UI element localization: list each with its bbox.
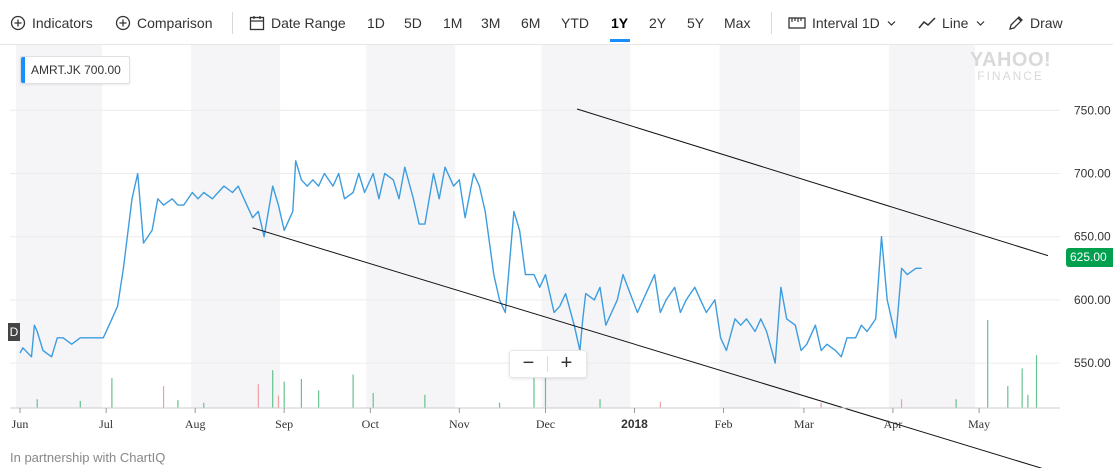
range-button-6m[interactable]: 6M <box>521 15 541 31</box>
y-axis-label: 700.00 <box>1074 166 1111 180</box>
price-series-line <box>19 160 922 364</box>
zoom-divider <box>547 356 548 372</box>
range-button-1m[interactable]: 1M <box>443 15 463 31</box>
chart-toolbar: Indicators Comparison Date Range 1D 5D 1M 3… <box>0 0 1113 45</box>
ruler-icon <box>788 17 806 29</box>
indicators-label: Indicators <box>32 15 93 31</box>
y-axis-label: 750.00 <box>1074 103 1111 117</box>
x-axis-label: May <box>968 417 990 431</box>
indicators-button[interactable]: Indicators <box>10 14 93 32</box>
x-axis-label: Sep <box>275 417 293 431</box>
plus-circle-icon <box>115 15 131 31</box>
yahoo-finance-logo: YAHOO! FINANCE <box>970 50 1051 82</box>
watermark-line1: YAHOO! <box>970 49 1052 71</box>
comparison-label: Comparison <box>137 15 213 31</box>
line-chart-icon <box>918 17 936 29</box>
chart-type-dropdown[interactable]: Line <box>918 14 985 32</box>
watermark-line2: FINANCE <box>977 69 1044 83</box>
range-button-ytd[interactable]: YTD <box>561 15 589 31</box>
range-button-5d[interactable]: 5D <box>404 15 422 31</box>
range-button-1y[interactable]: 1Y <box>611 15 629 31</box>
x-axis-label: Mar <box>794 417 814 431</box>
lower-trendline <box>252 227 1043 468</box>
series-color-swatch <box>21 57 25 83</box>
y-axis-label: 650.00 <box>1074 230 1111 244</box>
range-button-1d[interactable]: 1D <box>367 15 385 31</box>
x-axis-label: 2018 <box>621 417 648 431</box>
x-axis-label: Aug <box>185 417 206 431</box>
chevron-down-icon <box>887 21 896 26</box>
comparison-button[interactable]: Comparison <box>115 14 212 32</box>
month-band <box>541 45 631 408</box>
month-band <box>719 45 800 408</box>
x-axis-label: Jul <box>99 417 114 431</box>
pencil-icon <box>1009 16 1023 30</box>
y-axis-label: 550.00 <box>1074 356 1111 370</box>
x-axis-label: Oct <box>362 417 380 431</box>
x-axis-label: Dec <box>536 417 555 431</box>
chevron-down-icon <box>976 21 985 26</box>
plus-circle-icon <box>10 15 26 31</box>
zoom-out-button[interactable]: − <box>522 352 535 374</box>
toolbar-divider <box>232 12 233 34</box>
crosshair-date-tag: D <box>8 323 20 341</box>
chart-type-label: Line <box>942 15 969 31</box>
active-range-indicator <box>610 39 630 42</box>
range-button-5y[interactable]: 5Y <box>687 15 705 31</box>
draw-label: Draw <box>1030 15 1063 31</box>
zoom-in-button[interactable]: + <box>560 352 573 374</box>
date-range-button[interactable]: Date Range <box>249 14 346 32</box>
month-band <box>191 45 281 408</box>
draw-button[interactable]: Draw <box>1008 14 1063 32</box>
current-price-tag: 625.00 <box>1066 248 1113 267</box>
footer-credit: In partnership with ChartIQ <box>10 450 166 465</box>
calendar-icon <box>249 16 265 31</box>
interval-value: 1D <box>861 15 880 31</box>
date-range-label: Date Range <box>271 15 346 31</box>
month-band <box>888 45 976 408</box>
x-axis-label: Feb <box>715 417 733 431</box>
range-button-2y[interactable]: 2Y <box>649 15 667 31</box>
range-button-max[interactable]: Max <box>724 15 751 31</box>
legend-label: AMRT.JK 700.00 <box>31 63 121 77</box>
upper-trendline <box>576 108 1049 257</box>
month-band <box>366 45 456 408</box>
symbol-legend[interactable]: AMRT.JK 700.00 <box>20 56 130 84</box>
x-axis-label: Nov <box>449 417 470 431</box>
zoom-controls: − + <box>509 350 587 378</box>
range-button-3m[interactable]: 3M <box>481 15 501 31</box>
x-axis-label: Jun <box>12 417 29 431</box>
toolbar-divider <box>771 12 772 34</box>
month-band <box>16 45 103 408</box>
y-axis-label: 600.00 <box>1074 293 1111 307</box>
x-axis-label: Apr <box>884 417 903 431</box>
interval-label: Interval <box>812 15 858 31</box>
interval-dropdown[interactable]: Interval 1D <box>788 14 896 32</box>
